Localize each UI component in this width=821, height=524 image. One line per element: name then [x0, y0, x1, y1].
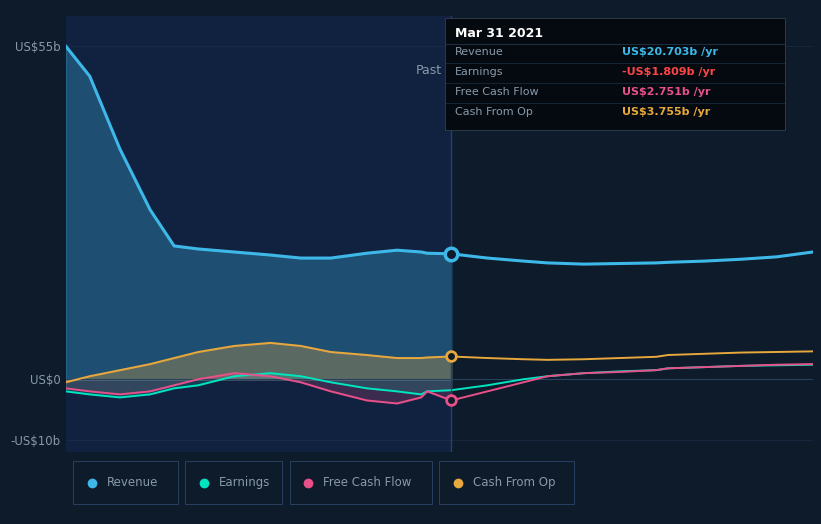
Text: Cash From Op: Cash From Op: [455, 107, 533, 117]
Text: US$20.703b /yr: US$20.703b /yr: [621, 47, 718, 57]
Text: Mar 31 2021: Mar 31 2021: [455, 27, 544, 40]
Text: Earnings: Earnings: [219, 476, 270, 489]
Text: Free Cash Flow: Free Cash Flow: [323, 476, 412, 489]
Text: Past: Past: [415, 64, 442, 77]
Text: Cash From Op: Cash From Op: [473, 476, 555, 489]
Text: Revenue: Revenue: [107, 476, 158, 489]
Text: US$2.751b /yr: US$2.751b /yr: [621, 87, 710, 97]
Text: Free Cash Flow: Free Cash Flow: [455, 87, 539, 97]
Text: Earnings: Earnings: [455, 67, 504, 77]
Text: -US$1.809b /yr: -US$1.809b /yr: [621, 67, 715, 77]
Text: Revenue: Revenue: [455, 47, 504, 57]
Text: Analysts Forecasts: Analysts Forecasts: [461, 64, 577, 77]
Bar: [66, 16, 452, 452]
Text: US$3.755b /yr: US$3.755b /yr: [621, 107, 710, 117]
